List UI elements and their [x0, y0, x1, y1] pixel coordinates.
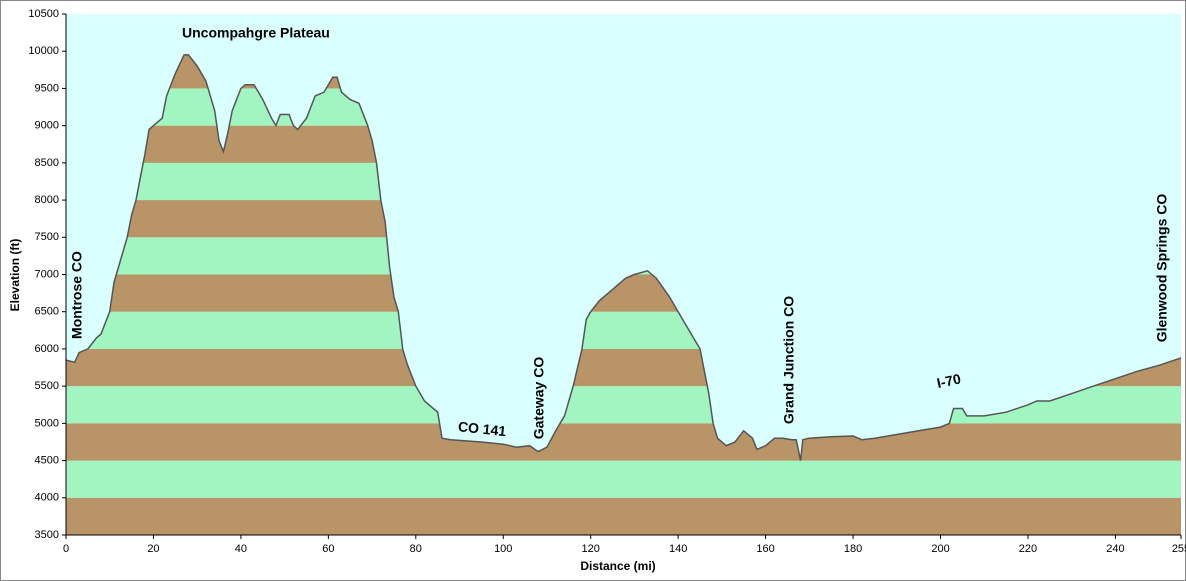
y-tick-label: 8000: [35, 194, 59, 206]
x-axis-label: Distance (mi): [580, 559, 655, 573]
x-tick-label: 120: [582, 543, 600, 555]
x-tick-label: 255: [1172, 543, 1186, 555]
x-tick-label: 220: [1019, 543, 1037, 555]
x-tick-label: 20: [147, 543, 159, 555]
elevation-band: [66, 423, 1181, 461]
annotation: I-70: [935, 370, 962, 391]
elevation-band: [66, 460, 1181, 498]
x-tick-label: 40: [235, 543, 247, 555]
x-tick-label: 180: [844, 543, 862, 555]
y-tick-label: 6000: [35, 343, 59, 355]
x-tick-label: 60: [322, 543, 334, 555]
y-tick-label: 10500: [28, 8, 59, 20]
y-tick-label: 5000: [35, 417, 59, 429]
y-tick-label: 3500: [35, 529, 59, 541]
annotation: Uncompahgre Plateau: [182, 25, 330, 41]
y-tick-label: 9000: [35, 120, 59, 132]
y-tick-label: 6500: [35, 306, 59, 318]
y-tick-label: 5500: [35, 380, 59, 392]
elevation-band: [66, 497, 1181, 535]
annotation: Grand Junction CO: [781, 296, 797, 424]
annotation: Montrose CO: [69, 251, 85, 339]
y-tick-label: 9500: [35, 82, 59, 94]
y-tick-label: 7000: [35, 268, 59, 280]
x-tick-label: 240: [1106, 543, 1124, 555]
y-axis-label: Elevation (ft): [8, 239, 22, 312]
x-tick-label: 160: [756, 543, 774, 555]
y-tick-label: 4500: [35, 454, 59, 466]
y-tick-label: 8500: [35, 157, 59, 169]
annotation: Gateway CO: [531, 357, 547, 440]
x-tick-label: 200: [931, 543, 949, 555]
x-tick-label: 140: [669, 543, 687, 555]
annotation: Glenwood Springs CO: [1154, 194, 1170, 343]
x-tick-label: 80: [410, 543, 422, 555]
y-tick-label: 10000: [28, 45, 59, 57]
profile-line: [65, 54, 1182, 461]
x-tick-label: 0: [63, 543, 69, 555]
y-tick-label: 7500: [35, 231, 59, 243]
annotation: CO 141: [457, 418, 507, 439]
x-tick-label: 100: [494, 543, 512, 555]
y-tick-label: 4000: [35, 492, 59, 504]
